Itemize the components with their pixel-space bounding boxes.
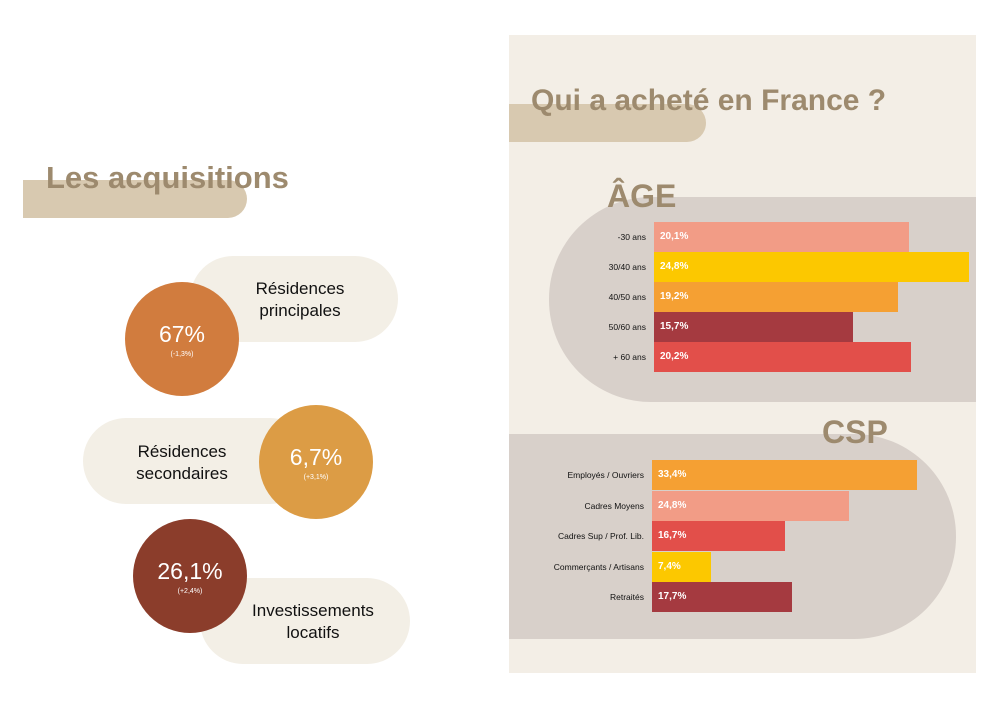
csp-chart-title: CSP — [822, 414, 888, 450]
investissements-locatifs-label: Investissements locatifs — [252, 601, 374, 642]
investissements-locatifs-change: (+2,4%) — [177, 588, 203, 595]
investissements-locatifs-circle: 26,1% (+2,4%) — [133, 519, 247, 633]
age-chart-title: ÂGE — [607, 178, 677, 214]
category-label: 50/60 ans — [608, 322, 646, 332]
bar — [654, 342, 911, 372]
bar-value-label: 7,4% — [658, 560, 681, 572]
bar — [652, 521, 785, 551]
residences-secondaires-circle: 6,7% (+3,1%) — [259, 405, 373, 519]
bar — [652, 490, 849, 521]
category-label: + 60 ans — [613, 352, 646, 362]
bar-value-label: 17,7% — [658, 591, 687, 602]
investissements-locatifs-percent: 26,1% — [157, 558, 223, 584]
bar — [654, 222, 910, 252]
residences-secondaires-percent: 6,7% — [289, 444, 343, 470]
category-label: Employés / Ouvriers — [567, 470, 644, 480]
acquisitions-title: Les acquisitions — [46, 160, 289, 195]
bar — [654, 282, 898, 312]
residences-secondaires-label: Résidences secondaires — [136, 442, 228, 483]
category-label: 40/50 ans — [608, 292, 646, 302]
bar — [652, 582, 793, 612]
bar — [652, 460, 917, 490]
title-highlight-bar — [23, 180, 247, 218]
bar-value-label: 20,1% — [660, 231, 689, 242]
residences-principales-change: (-1,3%) — [170, 351, 194, 358]
category-label: Commerçants / Artisans — [553, 561, 644, 572]
bar — [654, 252, 969, 282]
residences-principales-circle: 67% (-1,3%) — [125, 282, 239, 396]
category-label: -30 ans — [617, 232, 646, 242]
bar — [652, 551, 711, 582]
bar-value-label: 24,8% — [658, 499, 687, 511]
residences-principales-percent: 67% — [158, 321, 206, 347]
bar — [654, 312, 854, 342]
buyers-title-highlight-bar — [509, 104, 706, 142]
buyers-title: Qui a acheté en France ? — [531, 84, 887, 117]
category-label: 30/40 ans — [608, 262, 646, 272]
category-label: Cadres Sup / Prof. Lib. — [558, 531, 644, 541]
category-label: Retraités — [609, 592, 644, 602]
residences-principales-label: Résidences principales — [255, 279, 345, 320]
bar-value-label: 24,8% — [660, 261, 689, 272]
bar-value-label: 33,4% — [658, 469, 687, 480]
bar-value-label: 19,2% — [660, 291, 689, 302]
category-label: Cadres Moyens — [584, 500, 644, 511]
bar-value-label: 15,7% — [660, 321, 689, 332]
residences-secondaires-change: (+3,1%) — [303, 474, 329, 481]
bar-value-label: 20,2% — [660, 351, 689, 362]
bar-value-label: 16,7% — [658, 530, 687, 541]
